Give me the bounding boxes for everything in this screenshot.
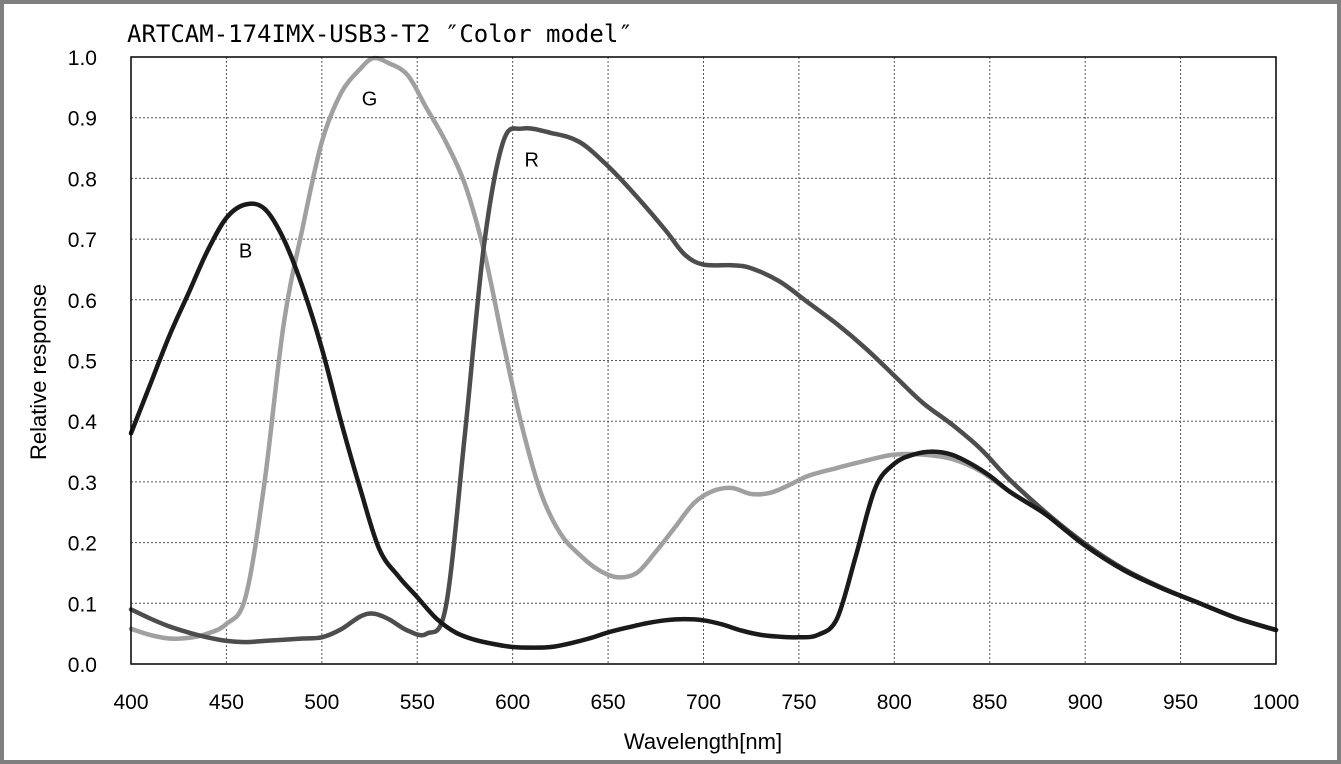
y-tick-label: 0.5 (68, 351, 97, 374)
series-line-r (128, 126, 1279, 645)
y-tick-label: 0.0 (68, 654, 97, 677)
y-tick-label: 0.7 (68, 229, 97, 252)
x-tick-label: 550 (400, 691, 435, 714)
y-tick-label: 0.4 (68, 411, 98, 434)
y-tick-label: 0.9 (68, 108, 97, 131)
x-axis-label: Wavelength[nm] (624, 729, 782, 754)
y-axis-label: Relative response (26, 284, 51, 460)
x-tick-label: 400 (113, 691, 148, 714)
series-line-b (128, 201, 1279, 650)
x-tick-labels: 400 450 500 550 600 650 700 750 800 850 900 950 1000 (113, 691, 1299, 714)
x-tick-label: 600 (495, 691, 530, 714)
series-line-g (128, 55, 1279, 641)
y-tick-label: 0.8 (68, 168, 97, 191)
y-tick-label: 0.1 (68, 593, 97, 616)
x-tick-label: 900 (1068, 691, 1103, 714)
plot-border (130, 56, 1277, 665)
series-label-g: G (362, 89, 378, 111)
grid-lines (131, 57, 1276, 664)
x-tick-label: 500 (304, 691, 339, 714)
x-tick-label: 650 (591, 691, 626, 714)
y-tick-label: 0.2 (68, 533, 97, 556)
y-tick-label: 1.0 (68, 47, 97, 70)
x-tick-label: 1000 (1253, 691, 1300, 714)
y-tick-label: 0.6 (68, 290, 97, 313)
y-tick-labels: 0.0 0.1 0.2 0.3 0.4 0.5 0.6 0.7 0.8 0.9 1.0 (68, 47, 98, 677)
x-tick-label: 850 (972, 691, 1007, 714)
x-tick-label: 950 (1163, 691, 1198, 714)
series-layer: B G R (128, 55, 1279, 650)
chart-title: ARTCAM-174IMX-USB3-T2 ″Color model″ (127, 20, 633, 48)
x-tick-label: 750 (781, 691, 816, 714)
series-label-r: R (525, 149, 539, 171)
series-label-b: B (239, 240, 252, 262)
x-tick-label: 450 (209, 691, 244, 714)
y-tick-label: 0.3 (68, 472, 97, 495)
x-tick-label: 800 (877, 691, 912, 714)
x-tick-label: 700 (686, 691, 721, 714)
